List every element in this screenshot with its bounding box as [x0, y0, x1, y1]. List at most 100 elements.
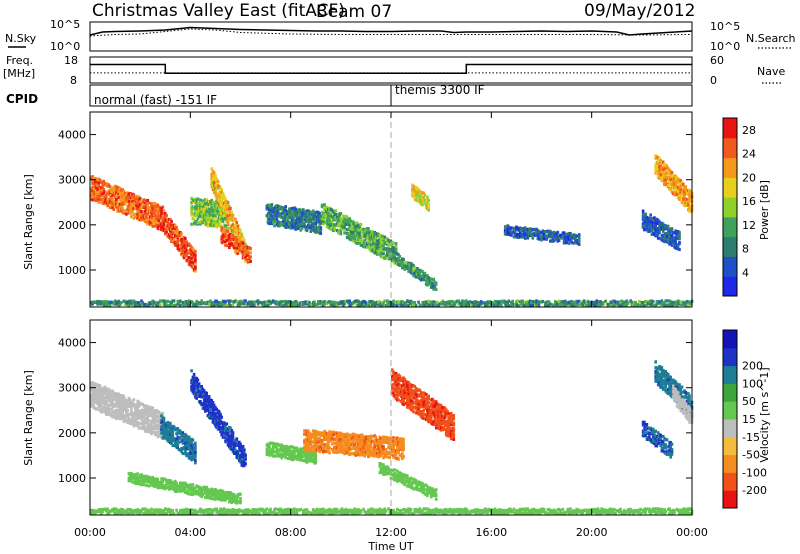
- velocity-cell: [233, 446, 236, 450]
- power-cell: [510, 226, 513, 230]
- power-cell: [209, 214, 212, 218]
- power-cell: [434, 304, 438, 308]
- power-cell: [269, 203, 272, 207]
- nave-tick-bottom: 0: [710, 74, 717, 87]
- power-cell: [187, 256, 191, 260]
- power-cell: [166, 299, 170, 303]
- velocity-cell: [309, 437, 313, 442]
- power-cell: [176, 302, 180, 306]
- power-cell: [391, 246, 394, 250]
- power-cell: [241, 253, 245, 257]
- velocity-cell: [108, 389, 112, 393]
- velocity-cell: [125, 406, 128, 410]
- velocity-cell: [142, 483, 146, 487]
- power-cell: [688, 300, 691, 304]
- power-cell: [658, 156, 661, 160]
- power-cell: [97, 181, 101, 185]
- power-cell: [427, 208, 430, 212]
- velocity-cell: [166, 436, 170, 440]
- power-cell: [634, 300, 637, 305]
- power-cell: [294, 213, 297, 217]
- power-cell: [521, 299, 524, 303]
- velocity-cell: [115, 398, 118, 402]
- power-cell: [314, 224, 318, 228]
- power-cell: [132, 193, 136, 197]
- power-cell: [537, 229, 541, 233]
- velocity-cell: [236, 451, 240, 455]
- power-cell: [497, 303, 501, 307]
- cpid-panel: CPID normal (fast) -151 IF themis 3300 I…: [6, 83, 693, 107]
- power-cell: [246, 260, 250, 264]
- velocity-cell: [211, 401, 215, 405]
- power-cell: [229, 238, 232, 242]
- power-cell: [225, 304, 229, 308]
- power-cell: [313, 300, 316, 304]
- power-cell: [571, 300, 575, 304]
- power-cell: [275, 211, 279, 216]
- velocity-cell: [335, 440, 339, 444]
- power-cell: [187, 242, 191, 246]
- power-cell: [117, 189, 121, 193]
- power-cell: [389, 256, 393, 260]
- velocity-cell: [228, 500, 231, 504]
- power-cell: [176, 234, 180, 238]
- power-cell: [649, 213, 652, 217]
- power-cell: [333, 227, 336, 232]
- power-cell: [408, 302, 412, 306]
- power-cell: [112, 302, 116, 306]
- power-cell: [157, 218, 161, 222]
- power-cell: [648, 300, 651, 304]
- power-cell: [298, 214, 301, 218]
- power-cell: [106, 198, 109, 202]
- power-cell: [150, 222, 153, 227]
- power-cell: [155, 219, 158, 223]
- velocity-cell: [155, 416, 158, 420]
- power-cell: [392, 241, 395, 245]
- power-cell: [141, 213, 144, 217]
- power-cell: [222, 213, 226, 217]
- power-cell: [665, 164, 669, 168]
- power-cell: [199, 215, 202, 219]
- velocity-cell: [226, 438, 230, 442]
- power-cell: [102, 179, 106, 183]
- velocity-cell: [147, 419, 151, 423]
- power-cell: [286, 220, 290, 224]
- power-cell: [194, 261, 197, 265]
- power-cell: [333, 223, 336, 227]
- velocity-cell: [335, 433, 339, 438]
- power-cell: [269, 300, 272, 304]
- power-cell: [152, 204, 156, 208]
- power-cell: [427, 198, 430, 202]
- velocity-cell: [318, 450, 321, 454]
- velocity-cell: [209, 408, 212, 412]
- power-cell: [417, 193, 420, 197]
- velocity-cell: [111, 389, 114, 393]
- power-cell: [319, 220, 323, 224]
- power-cell: [169, 218, 172, 222]
- velocity-cell: [152, 484, 156, 488]
- power-cell: [604, 299, 607, 303]
- velocity-cell: [161, 480, 165, 484]
- velocity-cell: [342, 435, 345, 439]
- power-cell: [584, 301, 587, 305]
- velocity-cell: [191, 483, 195, 487]
- velocity-cell: [315, 436, 319, 440]
- power-cell: [334, 223, 338, 227]
- power-cell: [422, 278, 425, 282]
- velocity-cell: [150, 423, 153, 427]
- power-cell: [141, 301, 144, 305]
- power-cell: [335, 301, 339, 305]
- velocity-cell: [217, 424, 221, 428]
- power-cell: [554, 300, 557, 304]
- power-cell: [669, 172, 672, 176]
- power-cell: [295, 224, 299, 228]
- power-cell: [431, 281, 434, 285]
- velocity-cell: [179, 489, 182, 493]
- velocity-cell: [91, 402, 94, 406]
- power-cell: [661, 229, 665, 233]
- velocity-cell: [154, 412, 157, 417]
- power-cell: [330, 215, 334, 219]
- power-cell: [279, 300, 282, 304]
- velocity-cell: [128, 418, 132, 422]
- velocity-cell: [295, 446, 299, 450]
